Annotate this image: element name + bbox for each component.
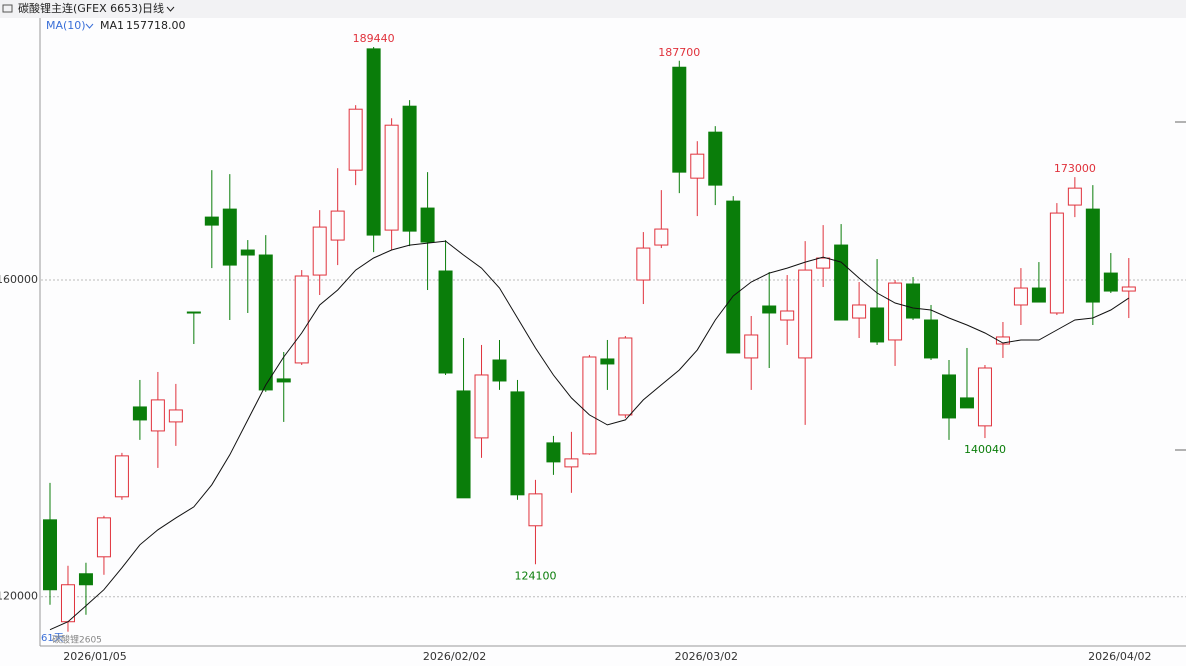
x-tick-label: 2026/01/05	[63, 650, 126, 663]
ma-line	[49, 240, 1130, 631]
ma-value: 157718.00	[126, 19, 186, 32]
high-label: 189440	[353, 32, 395, 45]
indicator-select[interactable]: MA(10)	[46, 19, 86, 32]
candle-body	[546, 442, 561, 463]
candle-body	[528, 493, 543, 527]
candle-body	[402, 105, 417, 232]
contract-label: 碳酸锂2605	[52, 634, 102, 646]
candle-body	[582, 356, 597, 455]
candle-body	[708, 131, 723, 186]
candle-body	[366, 48, 381, 236]
candle-body	[510, 391, 525, 496]
candle-body	[798, 269, 813, 359]
candle-body	[186, 311, 201, 314]
chart-title: 碳酸锂主连(GFEX 6653)	[18, 1, 142, 15]
candle-body	[816, 257, 831, 269]
candle-body	[690, 153, 705, 179]
candle-body	[96, 517, 111, 558]
candle-body	[78, 573, 93, 586]
candle-body	[672, 66, 687, 173]
candle-body	[852, 304, 867, 319]
candle-body	[1067, 187, 1082, 206]
candle-body	[744, 334, 759, 359]
ma-name: MA1	[100, 19, 124, 32]
candle-body	[240, 249, 255, 256]
period-select[interactable]: 日线	[142, 1, 164, 15]
candle-body	[636, 247, 651, 281]
low-label: 124100	[514, 569, 556, 582]
candle-body	[438, 270, 453, 374]
menu-icon[interactable]	[2, 4, 13, 13]
candle-body	[1103, 272, 1118, 292]
candle-body	[834, 244, 849, 321]
candle-body	[60, 584, 75, 623]
candle-body	[924, 319, 939, 359]
candle-body	[384, 124, 399, 231]
candle-body	[222, 208, 237, 266]
candle-body	[1121, 286, 1136, 292]
count-label: 61天	[41, 633, 64, 644]
candle-body	[888, 282, 903, 341]
x-tick-label: 2026/03/02	[675, 650, 738, 663]
candle-body	[977, 367, 992, 427]
x-tick-label: 2026/02/02	[423, 650, 486, 663]
candle-body	[294, 275, 309, 364]
candle-body	[330, 210, 345, 241]
candle-body	[492, 359, 507, 382]
low-label: 140040	[964, 443, 1006, 456]
candle-body	[456, 390, 471, 499]
candle-body	[780, 310, 795, 321]
candle-body	[204, 216, 219, 226]
y-tick-label: 160000	[0, 273, 38, 286]
candle-body	[618, 337, 633, 416]
period-chevron[interactable]	[166, 6, 175, 12]
candle-body	[600, 358, 615, 365]
candle-body	[1049, 212, 1064, 314]
candle-body	[132, 406, 147, 421]
candle-body	[420, 207, 435, 243]
candle-body	[1013, 287, 1028, 306]
candle-body	[43, 519, 57, 591]
candle-body	[870, 307, 885, 343]
candle-body	[564, 458, 579, 468]
candle-body	[168, 409, 183, 423]
candle-body	[312, 226, 327, 276]
candle-body	[654, 228, 669, 246]
candle-body	[1085, 208, 1100, 303]
candle-body	[1031, 287, 1046, 303]
candle-body	[258, 254, 273, 391]
candle-body	[348, 108, 363, 171]
header-bar	[0, 0, 1186, 18]
high-label: 187700	[658, 46, 700, 59]
candle-body	[474, 374, 489, 439]
candle-body	[114, 455, 129, 498]
x-tick-label: 2026/04/02	[1088, 650, 1151, 663]
candle-body	[276, 378, 291, 383]
candle-body	[959, 397, 974, 409]
candle-body	[726, 200, 741, 354]
indicator-chevron[interactable]	[85, 23, 94, 29]
candle-body	[906, 283, 921, 319]
candle-body	[150, 399, 165, 432]
y-tick-label: 120000	[0, 590, 38, 603]
candle-body	[762, 305, 777, 314]
high-label: 173000	[1054, 162, 1096, 175]
candle-body	[995, 336, 1010, 345]
candle-body	[942, 374, 956, 419]
